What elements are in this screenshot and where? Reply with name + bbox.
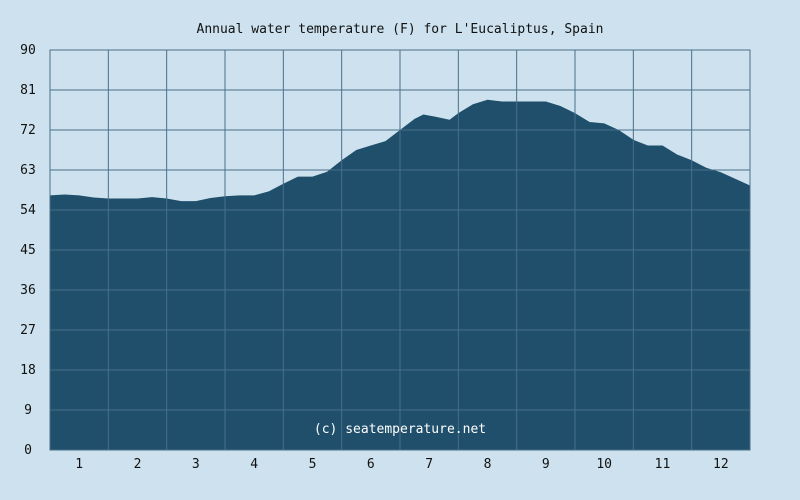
x-tick-label: 8 <box>484 457 492 472</box>
x-tick-label: 10 <box>596 457 612 472</box>
y-tick-label: 72 <box>20 123 36 138</box>
watermark-text: (c) seatemperature.net <box>314 422 486 437</box>
x-tick-label: 1 <box>75 457 83 472</box>
x-tick-label: 6 <box>367 457 375 472</box>
y-tick-label: 36 <box>20 283 36 298</box>
y-tick-label: 81 <box>20 83 36 98</box>
x-tick-label: 4 <box>250 457 258 472</box>
y-tick-label: 45 <box>20 243 36 258</box>
grid-layer <box>50 49 750 451</box>
y-tick-label: 90 <box>20 43 36 58</box>
y-tick-label: 54 <box>20 203 36 218</box>
y-tick-label: 63 <box>20 163 36 178</box>
x-tick-label: 11 <box>655 457 671 472</box>
y-axis-ticks: 0 9 18 27 36 45 54 63 72 81 90 <box>20 43 36 458</box>
x-axis-ticks: 1 2 3 4 5 6 7 8 9 10 11 12 <box>75 457 728 472</box>
y-tick-label: 0 <box>24 443 32 458</box>
x-tick-label: 9 <box>542 457 550 472</box>
y-tick-label: 27 <box>20 323 36 338</box>
plot-frame <box>49 49 751 451</box>
y-tick-label: 18 <box>20 363 36 378</box>
x-tick-label: 5 <box>309 457 317 472</box>
x-tick-label: 12 <box>713 457 729 472</box>
x-tick-label: 7 <box>425 457 433 472</box>
y-tick-label: 9 <box>24 403 32 418</box>
x-tick-label: 3 <box>192 457 200 472</box>
x-tick-label: 2 <box>134 457 142 472</box>
chart-title: Annual water temperature (F) for L'Eucal… <box>197 22 604 37</box>
